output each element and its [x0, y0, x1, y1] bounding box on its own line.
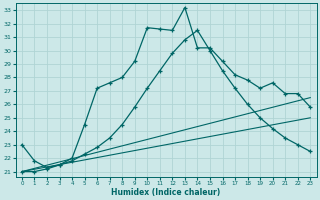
X-axis label: Humidex (Indice chaleur): Humidex (Indice chaleur)	[111, 188, 221, 197]
